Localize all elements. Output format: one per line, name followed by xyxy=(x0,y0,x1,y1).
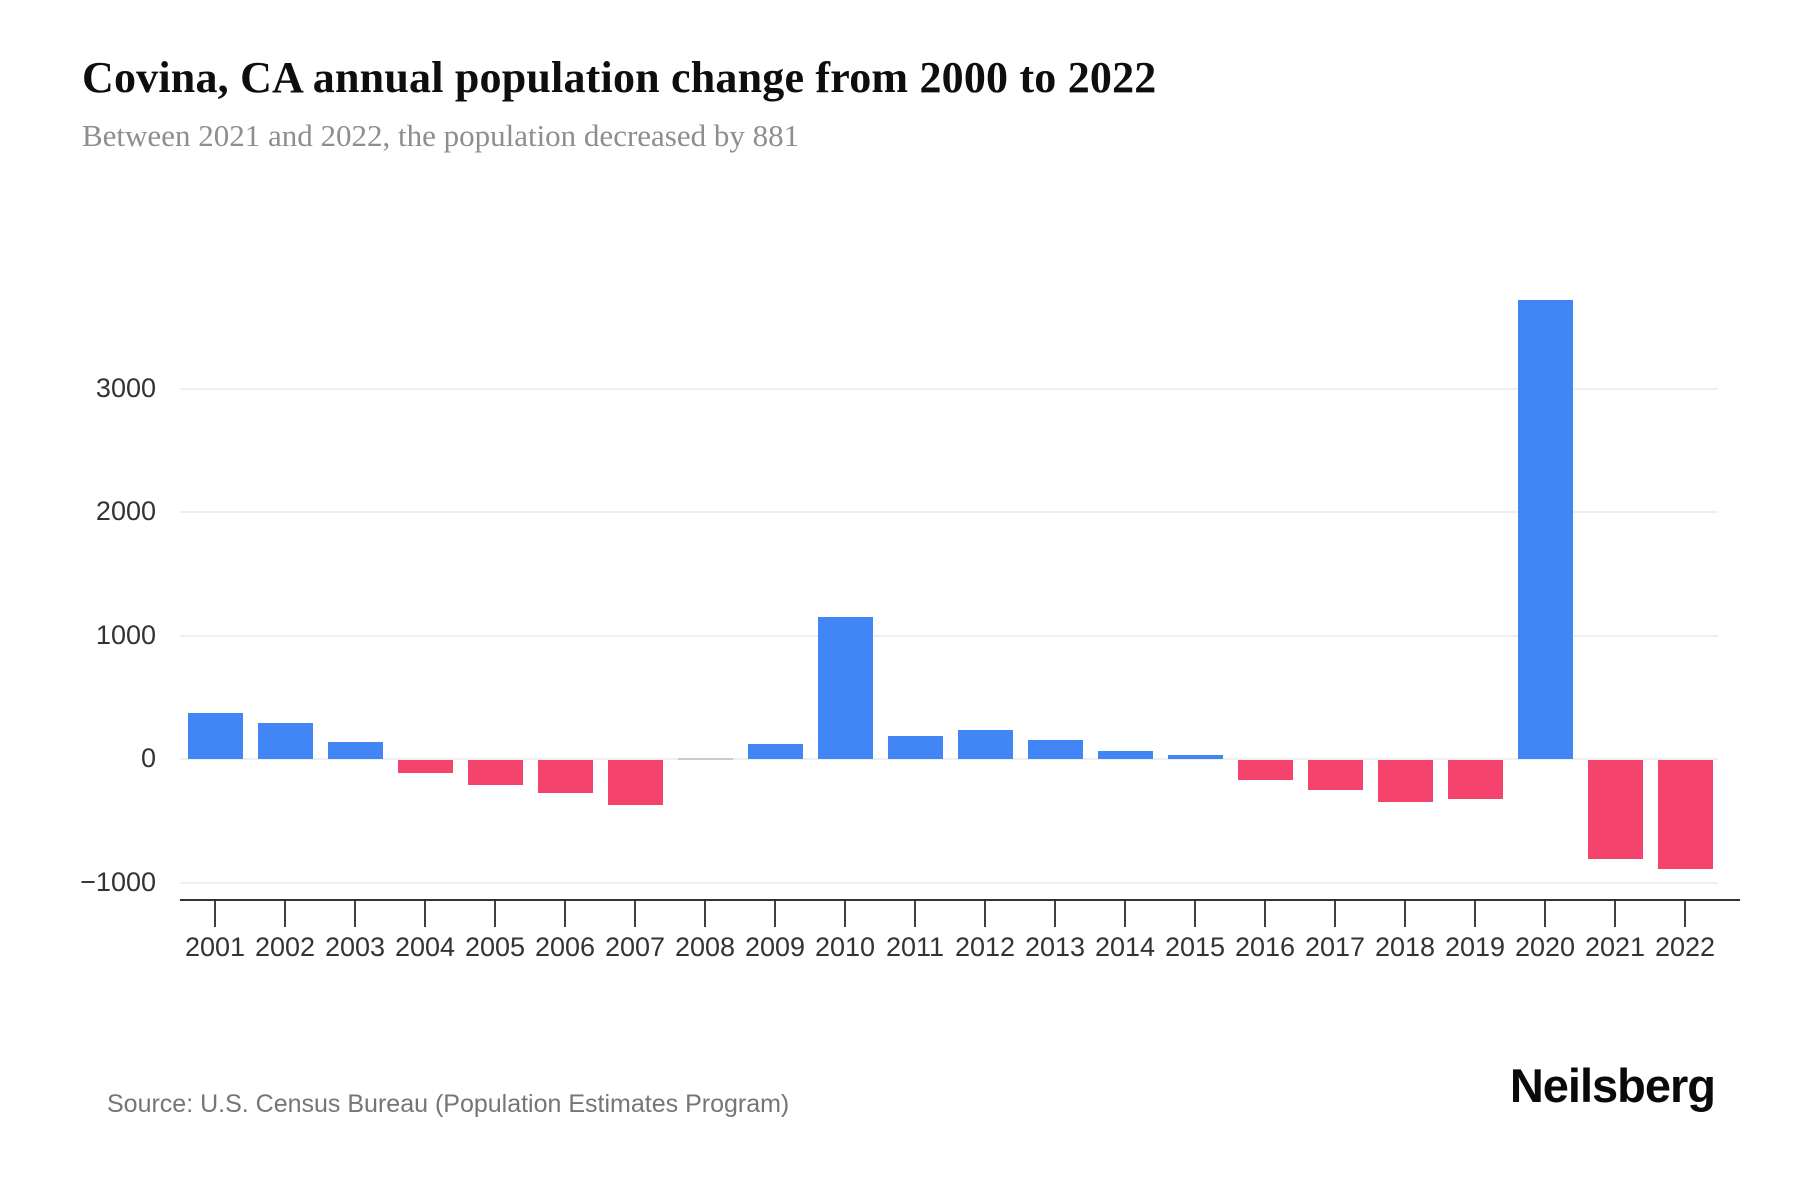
gridline--1000 xyxy=(180,881,1718,884)
x-axis-tick xyxy=(774,899,776,927)
source-note: Source: U.S. Census Bureau (Population E… xyxy=(107,1090,790,1118)
x-axis-tick-label: 2003 xyxy=(324,932,386,962)
x-axis-tick xyxy=(214,899,216,927)
x-axis-tick-label: 2002 xyxy=(254,932,316,962)
bar-2019 xyxy=(1447,760,1503,799)
y-axis-tick-label: −1000 xyxy=(80,866,156,897)
bar-2008 xyxy=(677,758,733,760)
x-axis-tick-label: 2006 xyxy=(534,932,596,962)
bar-2001 xyxy=(187,713,243,759)
bar-2006 xyxy=(537,760,593,793)
x-axis-tick xyxy=(564,899,566,927)
x-axis-tick-label: 2014 xyxy=(1094,932,1156,962)
x-axis-tick xyxy=(1194,899,1196,927)
x-axis-tick-label: 2021 xyxy=(1584,932,1646,962)
bar-2003 xyxy=(327,741,383,759)
y-axis-tick-label: 1000 xyxy=(95,619,156,650)
y-axis-tick-label: 2000 xyxy=(95,496,156,526)
bar-2015 xyxy=(1167,755,1223,759)
x-axis-tick xyxy=(1264,899,1266,927)
x-axis-tick-label: 2018 xyxy=(1374,932,1436,962)
x-axis-tick-label: 2016 xyxy=(1234,932,1296,962)
x-axis-tick xyxy=(704,899,706,927)
x-axis-tick xyxy=(984,899,986,927)
bar-2010 xyxy=(817,616,873,759)
gridline-1000 xyxy=(180,634,1718,637)
x-axis-tick-label: 2010 xyxy=(814,932,876,962)
x-axis-tick xyxy=(1684,899,1686,927)
x-axis-tick-label: 2013 xyxy=(1024,932,1086,962)
x-axis-tick-label: 2008 xyxy=(674,932,736,962)
bar-2020 xyxy=(1517,299,1573,759)
bar-2002 xyxy=(257,722,313,759)
x-axis-tick-label: 2012 xyxy=(954,932,1016,962)
y-axis-tick-label: 3000 xyxy=(95,372,156,403)
bar-2013 xyxy=(1027,739,1083,759)
bar-2017 xyxy=(1307,760,1363,791)
x-axis-tick xyxy=(1124,899,1126,927)
brand-logo: Neilsberg xyxy=(1509,1059,1716,1112)
x-axis-tick-label: 2017 xyxy=(1304,932,1366,962)
x-axis-tick-label: 2004 xyxy=(394,932,456,962)
x-axis-tick-label: 2011 xyxy=(885,932,945,962)
bar-2011 xyxy=(887,735,943,759)
x-axis-tick-label: 2020 xyxy=(1514,932,1576,962)
x-axis-tick xyxy=(1544,899,1546,927)
gridline-3000 xyxy=(180,387,1718,390)
x-axis-tick-label: 2022 xyxy=(1654,932,1716,962)
bar-2009 xyxy=(747,744,803,759)
bar-2012 xyxy=(957,729,1013,759)
x-axis-tick xyxy=(1334,899,1336,927)
chart-subtitle: Between 2021 and 2022, the population de… xyxy=(82,118,800,153)
x-axis-tick xyxy=(494,899,496,927)
x-axis-tick xyxy=(844,899,846,927)
x-axis-tick xyxy=(424,899,426,927)
x-axis-tick-label: 2015 xyxy=(1164,932,1226,962)
x-axis-tick xyxy=(1404,899,1406,927)
x-axis-tick xyxy=(634,899,636,927)
x-axis-tick-label: 2005 xyxy=(464,932,526,962)
bar-2022 xyxy=(1657,760,1713,869)
bar-2005 xyxy=(467,760,523,786)
x-axis-tick xyxy=(284,899,286,927)
bar-2016 xyxy=(1237,760,1293,780)
bar-2007 xyxy=(607,760,663,806)
x-axis-tick-label: 2001 xyxy=(184,932,246,962)
x-axis-tick-label: 2009 xyxy=(744,932,806,962)
y-axis-tick-label: 0 xyxy=(140,743,156,773)
bar-2018 xyxy=(1377,760,1433,802)
x-axis-tick xyxy=(1614,899,1616,927)
x-axis-tick xyxy=(1054,899,1056,927)
x-axis-tick-label: 2019 xyxy=(1444,932,1506,962)
x-axis-tick xyxy=(1474,899,1476,927)
bar-2004 xyxy=(397,760,453,773)
gridline-0 xyxy=(180,758,1718,760)
bar-2021 xyxy=(1587,760,1643,859)
x-axis-tick xyxy=(354,899,356,927)
bar-2014 xyxy=(1097,750,1153,759)
x-axis-line xyxy=(180,899,1740,901)
chart-title: Covina, CA annual population change from… xyxy=(82,53,1157,102)
x-axis-tick-label: 2007 xyxy=(604,932,666,962)
gridline-2000 xyxy=(180,511,1718,513)
x-axis-tick xyxy=(914,899,916,927)
